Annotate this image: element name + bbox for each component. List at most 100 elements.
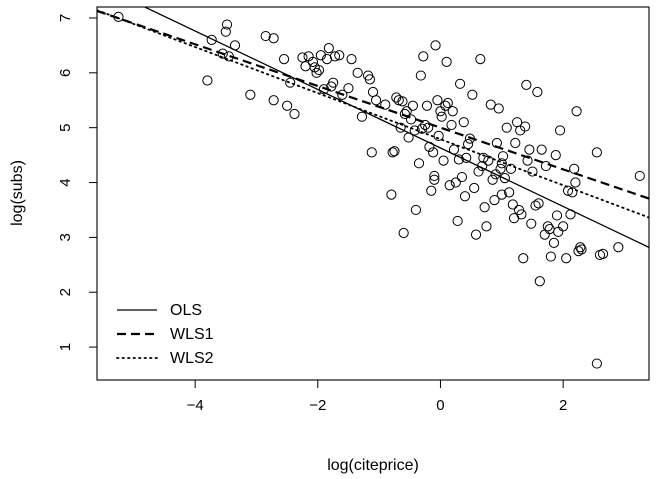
data-point: [454, 78, 466, 89]
x-tick-label: −2: [309, 397, 326, 414]
data-point: [343, 83, 354, 94]
data-point: [370, 95, 382, 106]
data-point: [307, 56, 318, 67]
data-point: [407, 100, 418, 111]
data-point: [518, 253, 529, 264]
data-point: [311, 67, 322, 78]
data-point: [397, 96, 408, 107]
data-point: [429, 174, 440, 185]
data-point: [440, 100, 451, 111]
regression-line-ols: [143, 7, 649, 248]
data-point: [469, 182, 480, 194]
y-axis: 1 2 3 4 5 6 7: [57, 14, 97, 351]
data-point: [570, 177, 581, 188]
data-point: [334, 50, 345, 61]
data-point: [550, 150, 561, 161]
data-point: [380, 99, 391, 110]
data-point: [398, 227, 409, 239]
data-point: [597, 248, 609, 259]
data-point: [386, 189, 397, 200]
data-point: [522, 155, 533, 166]
data-point: [352, 67, 363, 78]
data-point: [410, 204, 422, 216]
y-tick-label: 3: [57, 233, 74, 241]
data-point: [245, 89, 256, 100]
data-point: [530, 200, 541, 211]
data-point: [206, 34, 217, 46]
data-point: [544, 224, 555, 235]
data-point: [436, 111, 447, 122]
data-point: [442, 97, 453, 109]
x-axis-title: log(citeprice): [327, 457, 419, 474]
data-point: [418, 51, 429, 62]
data-point: [634, 170, 645, 182]
data-point: [391, 92, 402, 103]
data-point: [313, 64, 325, 76]
data-point: [297, 52, 308, 63]
data-point: [551, 210, 563, 221]
data-point: [493, 103, 504, 114]
data-point: [510, 137, 521, 149]
data-point: [534, 276, 545, 287]
data-point: [315, 50, 326, 61]
data-point: [356, 111, 368, 122]
data-point: [481, 221, 492, 232]
data-point: [289, 108, 300, 120]
data-point: [553, 226, 564, 237]
data-point: [527, 166, 538, 177]
data-point: [346, 54, 357, 65]
data-point: [323, 43, 334, 54]
data-point: [516, 209, 527, 220]
data-point: [569, 163, 580, 174]
data-point: [576, 244, 587, 255]
y-axis-title: log(subs): [9, 160, 26, 226]
data-point: [415, 70, 426, 81]
data-point: [613, 242, 624, 253]
legend: OLS WLS1 WLS2: [116, 302, 214, 367]
data-point: [399, 108, 410, 120]
regression-lines: [97, 7, 649, 248]
data-point: [459, 191, 471, 202]
data-point: [450, 177, 461, 188]
data-point: [545, 251, 556, 262]
data-point: [536, 144, 547, 155]
y-tick-label: 5: [57, 124, 74, 132]
data-point: [521, 79, 532, 90]
data-point: [496, 189, 507, 200]
data-point: [561, 253, 572, 264]
x-tick-label: −4: [187, 397, 204, 414]
y-tick-label: 4: [57, 178, 74, 186]
data-point: [416, 123, 428, 134]
data-point: [421, 100, 433, 111]
data-point: [524, 144, 535, 155]
legend-label-wls2: WLS2: [170, 350, 214, 367]
data-point: [558, 221, 569, 232]
data-point: [505, 163, 517, 174]
data-point: [470, 229, 482, 240]
data-point: [501, 122, 512, 133]
data-point: [429, 170, 440, 182]
data-point: [554, 125, 566, 136]
data-point: [452, 215, 463, 227]
data-point: [202, 75, 213, 86]
data-point: [495, 163, 506, 174]
data-point: [285, 77, 296, 88]
data-point: [433, 130, 444, 142]
data-point: [467, 89, 478, 100]
data-point: [438, 155, 449, 166]
data-point: [483, 155, 494, 166]
data-point: [591, 147, 602, 158]
data-point: [413, 158, 425, 169]
x-axis: −4 −2 0 2: [187, 380, 567, 414]
data-point: [462, 139, 474, 150]
data-point: [532, 86, 543, 98]
data-point: [496, 158, 507, 169]
data-point: [337, 89, 348, 100]
data-point: [278, 54, 290, 65]
data-point: [497, 151, 509, 162]
data-point: [489, 194, 500, 206]
x-tick-label: 2: [559, 397, 567, 414]
data-point: [260, 30, 271, 42]
data-point: [441, 56, 452, 67]
